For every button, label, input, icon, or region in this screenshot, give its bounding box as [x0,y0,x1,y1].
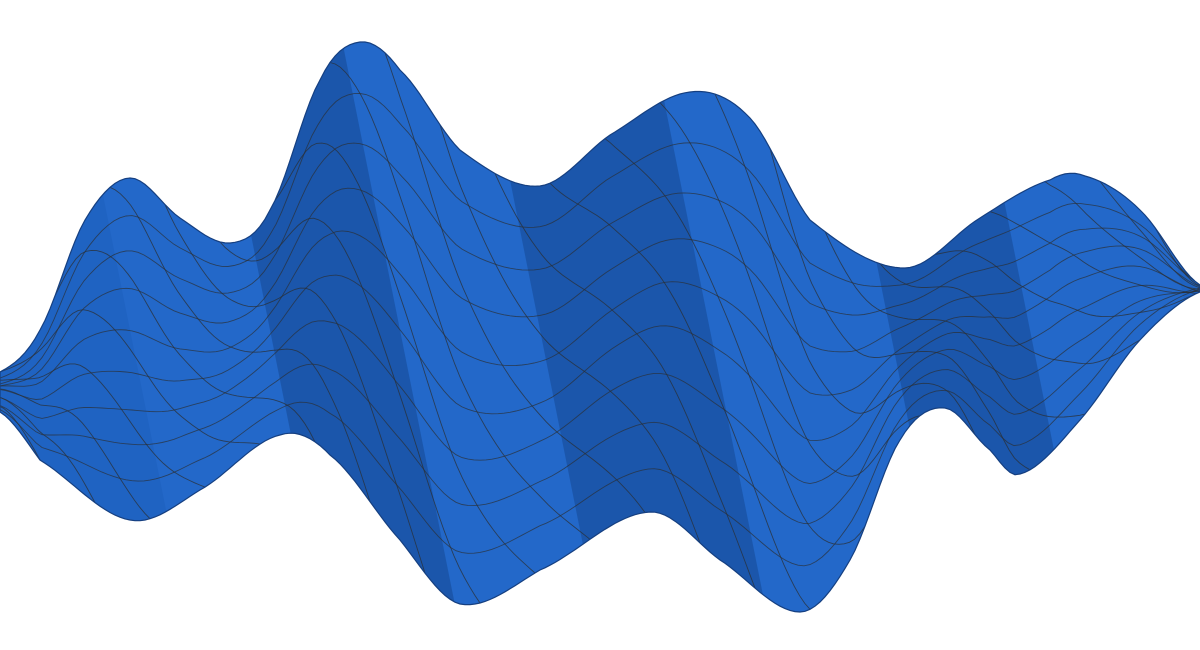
mesh-line [1154,227,1200,293]
mesh-line [934,250,1196,318]
surface-ridge-highlight [330,42,610,612]
mesh-line [989,211,1200,294]
mesh-line [714,93,976,435]
surface-shading [60,42,1200,612]
mesh-line [494,173,756,589]
mesh-line [164,204,426,574]
mesh-line [329,62,591,540]
surface-fill [0,42,1200,612]
mesh-line [769,148,1031,471]
mesh-line [604,138,866,545]
mesh-line [824,231,1086,418]
mesh-line [0,363,206,488]
mesh-line [0,309,261,445]
mesh-line [0,287,1200,525]
mesh-line [1099,181,1200,293]
mesh-line [659,102,921,477]
mesh-line [219,217,481,604]
mesh-line [0,290,1200,485]
mesh-line [1044,181,1200,293]
mesh-line [54,249,316,443]
mesh-line [879,263,1141,365]
surface-outline [0,41,1200,613]
mesh-line [0,371,96,503]
mesh-line [109,186,371,502]
mesh-line [0,230,1200,396]
mesh-line [0,187,1200,387]
mesh-line [0,288,1200,567]
mesh-line [0,93,1200,379]
mesh-line [549,182,811,610]
mesh-line [0,142,1200,385]
mesh-line [0,274,1200,442]
surface-mesh-lines [0,52,1200,610]
mesh-line [384,52,646,513]
mesh-line [439,124,701,544]
mesh-line [274,142,536,574]
